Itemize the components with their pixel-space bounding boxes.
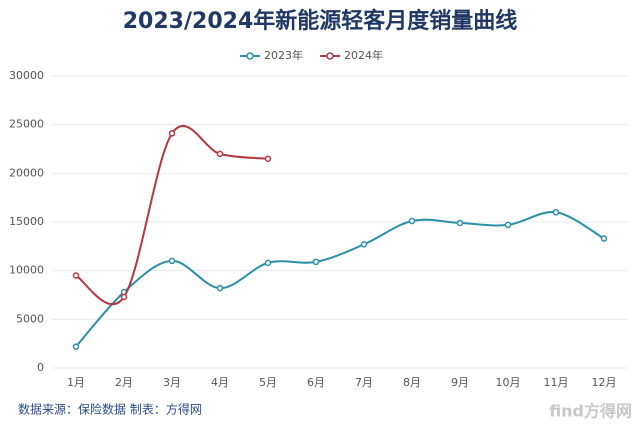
y-tick-label: 15000 <box>9 215 44 228</box>
x-tick-label: 8月 <box>403 376 421 389</box>
legend-marker <box>326 52 334 60</box>
y-tick-label: 0 <box>37 361 44 374</box>
x-tick-label: 2月 <box>115 376 133 389</box>
x-tick-label: 5月 <box>259 376 277 389</box>
x-tick-label: 4月 <box>211 376 229 389</box>
y-tick-label: 5000 <box>16 312 44 325</box>
y-tick-label: 10000 <box>9 264 44 277</box>
watermark: find方得网 <box>549 402 632 421</box>
x-tick-label: 1月 <box>67 376 85 389</box>
point-marker <box>72 272 80 279</box>
x-tick-label: 10月 <box>496 376 521 389</box>
point-marker <box>72 343 80 350</box>
y-tick-label: 25000 <box>9 118 44 131</box>
source-note: 数据来源：保险数据 制表：方得网 <box>18 402 202 417</box>
point-marker <box>456 219 464 227</box>
legend-label: 2024年 <box>344 48 383 62</box>
point-marker <box>552 209 560 216</box>
point-marker <box>216 284 224 292</box>
point-marker <box>120 293 128 301</box>
point-marker <box>264 259 272 267</box>
point-marker <box>312 258 320 266</box>
x-tick-label: 11月 <box>544 376 569 389</box>
legend-marker <box>246 52 254 60</box>
x-tick-label: 12月 <box>592 376 617 389</box>
series-line <box>75 124 269 306</box>
y-tick-label: 20000 <box>9 166 44 179</box>
y-tick-label: 30000 <box>9 69 44 82</box>
x-tick-label: 9月 <box>451 376 469 389</box>
point-marker <box>168 257 176 265</box>
legend-label: 2023年 <box>264 48 303 62</box>
series-line <box>75 211 605 348</box>
point-marker <box>216 150 224 158</box>
x-tick-label: 3月 <box>163 376 181 389</box>
point-marker <box>504 221 512 229</box>
x-tick-label: 6月 <box>307 376 325 389</box>
point-marker <box>168 130 176 137</box>
point-marker <box>264 155 272 162</box>
point-marker <box>600 235 608 242</box>
chart-title: 2023/2024年新能源轻客月度销量曲线 <box>123 8 518 34</box>
point-marker <box>408 217 416 225</box>
x-tick-label: 7月 <box>355 376 373 389</box>
point-marker <box>360 241 368 248</box>
